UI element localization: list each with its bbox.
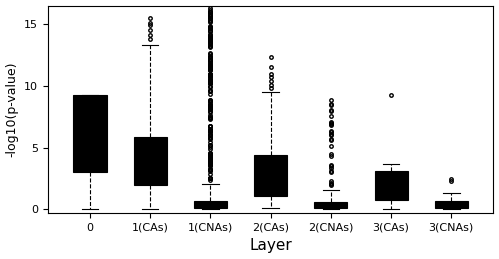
PathPatch shape (435, 200, 468, 208)
PathPatch shape (194, 202, 227, 208)
PathPatch shape (314, 202, 347, 208)
PathPatch shape (134, 136, 167, 185)
Y-axis label: -log10(p-value): -log10(p-value) (5, 62, 18, 157)
PathPatch shape (73, 95, 107, 172)
X-axis label: Layer: Layer (250, 239, 292, 254)
PathPatch shape (375, 170, 408, 200)
PathPatch shape (254, 155, 287, 196)
